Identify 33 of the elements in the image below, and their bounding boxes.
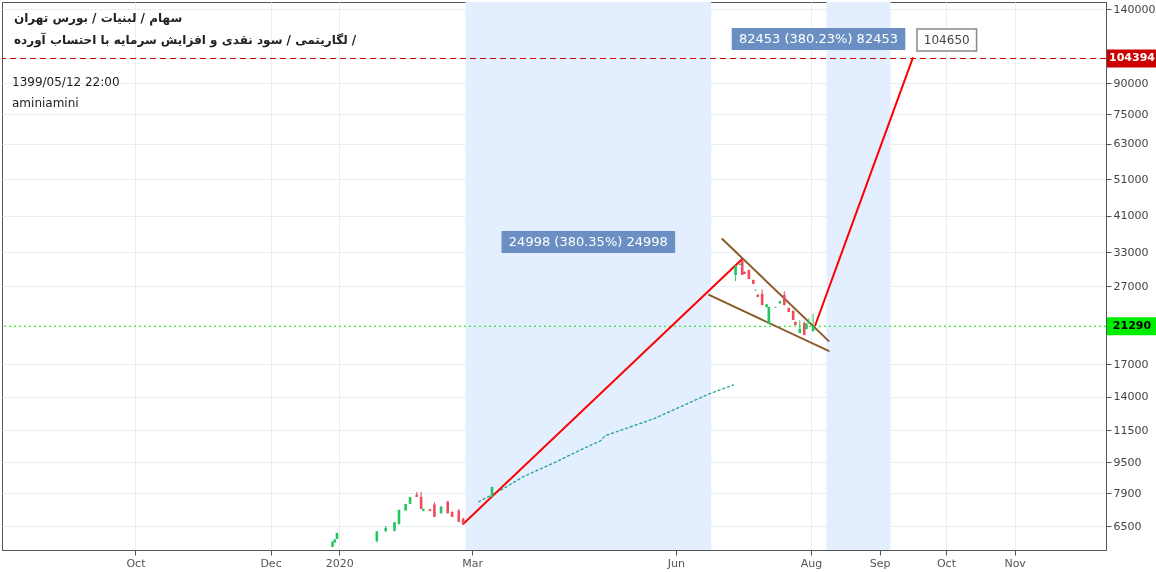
line-series	[478, 384, 735, 503]
ref-line-label: 104394	[1109, 51, 1156, 65]
y-tick-label: 17000	[1113, 357, 1149, 371]
y-tick-label: 63000	[1113, 137, 1149, 151]
y-tick-label: 140000	[1113, 2, 1156, 16]
y-tick-label: 14000	[1113, 390, 1149, 404]
text: سهام / لبنیات / بورس تهران	[14, 11, 183, 26]
annotation: aminiamini	[12, 96, 79, 110]
y-tick-label: 27000	[1113, 279, 1149, 293]
y-tick-label: 9500	[1113, 455, 1142, 469]
x-tick-label: Oct	[936, 556, 957, 570]
annotation: 82453 (380.23%) 82453	[739, 31, 898, 46]
y-tick-label: 90000	[1113, 76, 1149, 90]
x-tick-label: Sep	[869, 556, 891, 570]
y-tick-label: 7900	[1113, 486, 1142, 500]
x-tick-label: Jun	[666, 556, 685, 570]
text: لگاریتمی / سود نقدی و افزایش سرمایه با احتساب آورده /	[14, 32, 357, 48]
y-tick-label: 41000	[1113, 209, 1149, 223]
annotation: 24998 (380.35%) 24998	[508, 234, 668, 249]
ref-line-label: 21290	[1112, 319, 1152, 333]
y-tick-label: 51000	[1113, 172, 1149, 186]
x-tick-label: Oct	[126, 556, 147, 570]
x-tick-label: Dec	[260, 556, 282, 570]
y-tick-label: 11500	[1113, 423, 1149, 437]
annotation: 104650	[923, 33, 970, 48]
x-tick-label: 2020	[325, 556, 354, 570]
x-tick-label: Mar	[462, 556, 484, 570]
y-tick-label: 6500	[1113, 519, 1142, 533]
x-tick-label: Aug	[800, 556, 823, 570]
annotation: 1399/05/12 22:00	[12, 75, 120, 89]
y-tick-label: 33000	[1113, 245, 1149, 259]
x-tick-label: Nov	[1004, 556, 1027, 570]
y-tick-label: 75000	[1113, 107, 1149, 121]
